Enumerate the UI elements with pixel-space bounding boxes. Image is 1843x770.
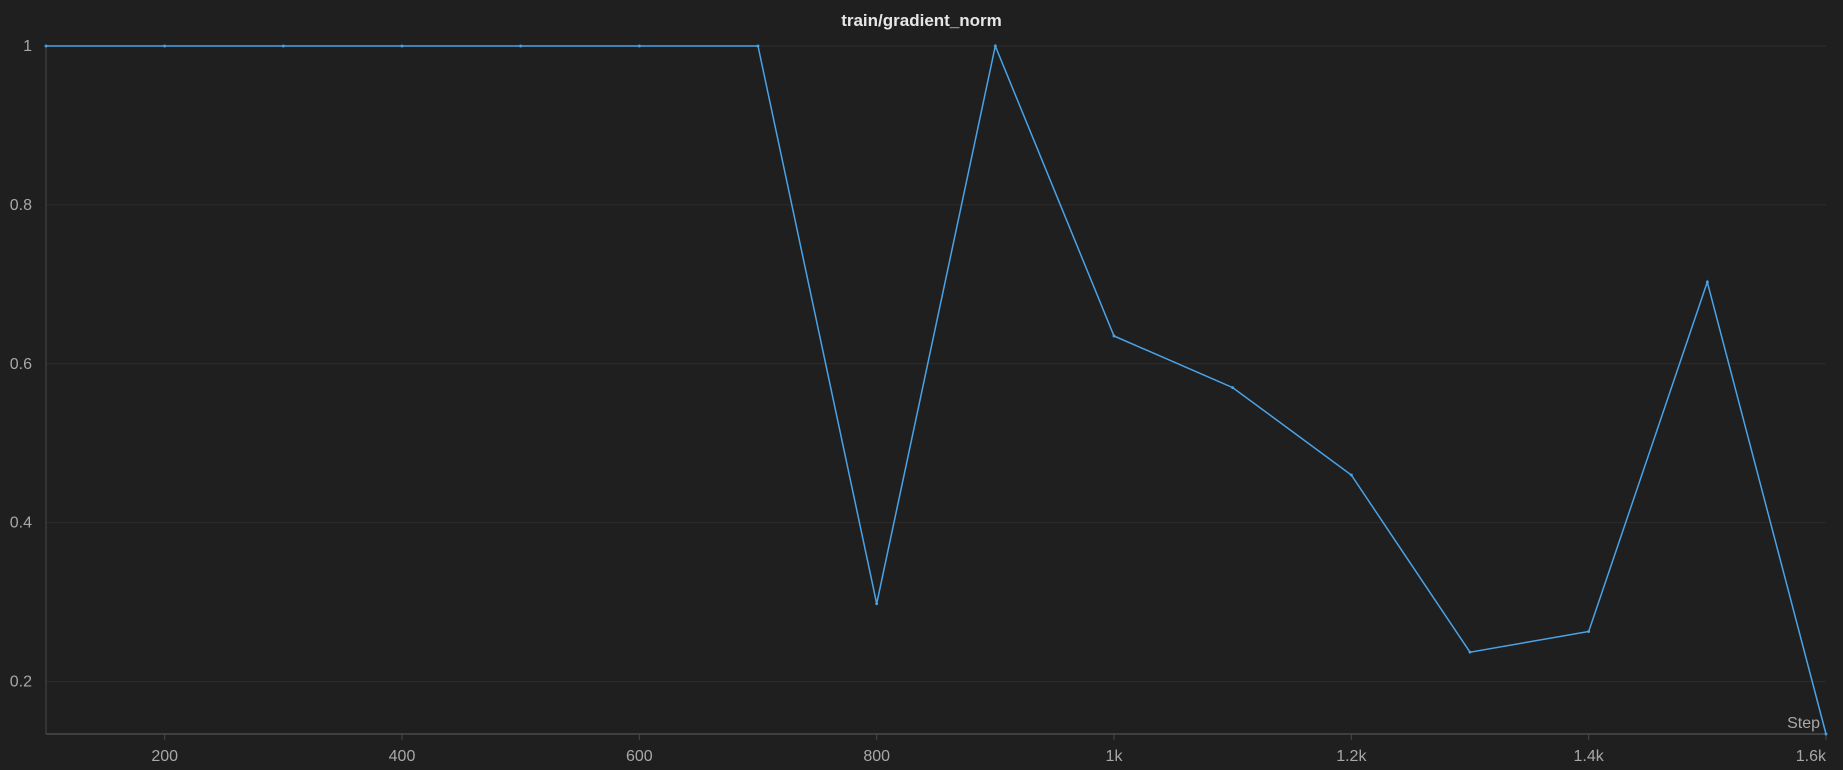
chart-title: train/gradient_norm	[841, 11, 1002, 30]
grid-lines	[46, 45, 1826, 683]
data-point[interactable]	[875, 602, 879, 606]
x-tick-label: 600	[626, 748, 653, 765]
data-point[interactable]	[519, 44, 523, 48]
data-point[interactable]	[163, 44, 167, 48]
data-point[interactable]	[400, 44, 404, 48]
series-layer	[44, 43, 1828, 736]
data-point[interactable]	[993, 44, 997, 48]
data-point[interactable]	[1231, 386, 1235, 390]
data-point[interactable]	[1705, 280, 1709, 284]
data-point[interactable]	[756, 44, 760, 48]
axes: 0.2 0.4 0.6 0.8 1 200 400 600 800 1k 1.2k 1.4k 1.6k	[10, 38, 1827, 765]
x-tick-label: 1.2k	[1336, 748, 1367, 765]
data-point[interactable]	[1468, 650, 1472, 654]
y-tick-label: 1	[23, 38, 32, 55]
x-tick-label: 1.6k	[1796, 748, 1827, 765]
x-tick-label: 1k	[1106, 748, 1124, 765]
data-point[interactable]	[281, 44, 285, 48]
x-axis-title: Step	[1787, 715, 1820, 732]
series-line[interactable]	[46, 43, 1827, 735]
y-tick-label: 0.8	[10, 197, 32, 214]
y-tick-label: 0.2	[10, 674, 32, 691]
data-point[interactable]	[1112, 334, 1116, 338]
y-tick-label: 0.6	[10, 356, 32, 373]
y-tick-label: 0.4	[10, 515, 32, 532]
data-point[interactable]	[1587, 630, 1591, 634]
data-point[interactable]	[637, 44, 641, 48]
x-tick-label: 1.4k	[1574, 748, 1605, 765]
data-point[interactable]	[44, 44, 48, 48]
data-point[interactable]	[1824, 732, 1828, 736]
x-tick-label: 200	[151, 748, 178, 765]
data-point[interactable]	[1349, 473, 1353, 477]
x-tick-label: 400	[389, 748, 416, 765]
x-tick-label: 800	[863, 748, 890, 765]
